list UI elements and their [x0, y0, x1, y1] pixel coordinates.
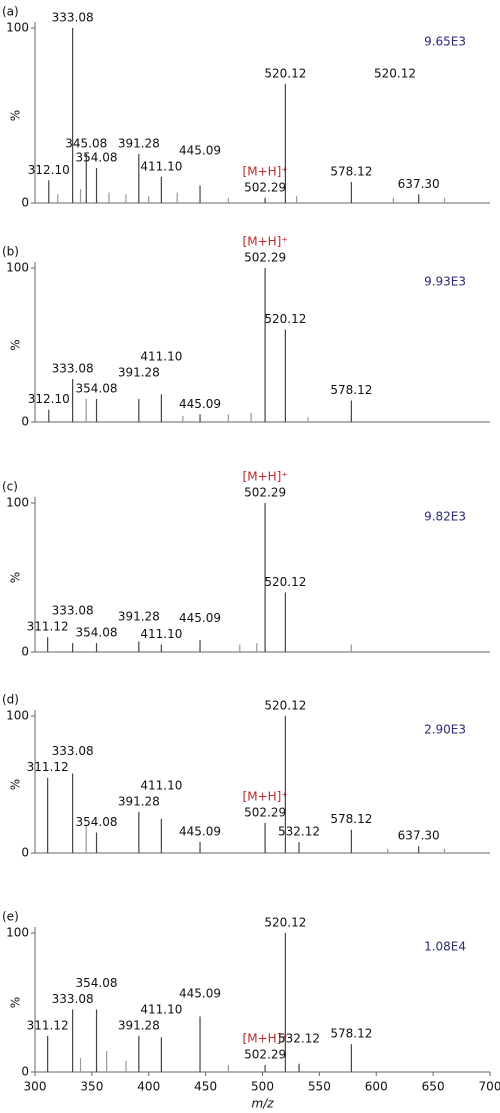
- y-tick-label: 100: [6, 261, 29, 275]
- annotation: 520.12: [374, 67, 416, 81]
- x-tick-label: 700: [479, 1080, 500, 1094]
- peak-label: 411.10: [140, 1002, 182, 1016]
- peak-label: 354.08: [76, 815, 118, 829]
- y-tick-label: 100: [6, 21, 29, 35]
- peak-label: 637.30: [398, 177, 440, 191]
- peak-label: 520.12: [264, 312, 306, 326]
- peak-label: 532.12: [278, 1032, 320, 1046]
- y-tick-label: 100: [6, 709, 29, 723]
- peak-label: 333.08: [52, 11, 94, 25]
- peak-label: 391.28: [118, 794, 160, 808]
- x-tick-label: 650: [422, 1080, 445, 1094]
- peak-label: 578.12: [330, 165, 372, 179]
- peak-label: 520.12: [264, 575, 306, 589]
- y-axis-label: %: [9, 110, 23, 121]
- peak-label: 445.09: [179, 143, 221, 157]
- peak-label: 578.12: [330, 812, 372, 826]
- peak-label: 502.29: [244, 251, 286, 265]
- peak-label: 354.08: [76, 976, 118, 990]
- peak-label: 333.08: [52, 992, 94, 1006]
- ion-note: [M+H]⁺: [243, 235, 288, 249]
- peak-label: 333.08: [52, 604, 94, 618]
- y-axis-label: %: [9, 779, 23, 790]
- peak-label: 445.09: [179, 611, 221, 625]
- peak-label: 354.08: [76, 381, 118, 395]
- scale-label: 2.90E3: [424, 723, 466, 737]
- ion-note: [M+H]⁺: [243, 789, 288, 803]
- y-tick-label: 0: [21, 846, 29, 860]
- peak-label: 333.08: [52, 744, 94, 758]
- peak-label: 354.08: [76, 626, 118, 640]
- scale-label: 9.93E3: [424, 275, 466, 289]
- x-tick-label: 600: [365, 1080, 388, 1094]
- panel-label: (e): [2, 910, 19, 924]
- y-tick-label: 0: [21, 645, 29, 659]
- panel-label: (c): [2, 480, 18, 494]
- x-tick-label: 400: [137, 1080, 160, 1094]
- ion-note: [M+H]⁺: [243, 164, 288, 178]
- y-axis-label: %: [9, 997, 23, 1008]
- y-tick-label: 100: [6, 496, 29, 510]
- x-tick-label: 500: [251, 1080, 274, 1094]
- peak-label: 333.08: [52, 361, 94, 375]
- peak-label: 311.12: [27, 1018, 69, 1032]
- peak-label: 502.29: [244, 180, 286, 194]
- y-tick-label: 0: [21, 415, 29, 429]
- scale-label: 9.82E3: [424, 510, 466, 524]
- y-tick-label: 100: [6, 926, 29, 940]
- peak-label: 345.08: [65, 137, 107, 151]
- ion-note: [M+H]⁺: [243, 1032, 288, 1046]
- peak-label: 578.12: [330, 1027, 372, 1041]
- peak-label: 578.12: [330, 383, 372, 397]
- y-axis-label: %: [9, 339, 23, 350]
- y-axis-label: %: [9, 572, 23, 583]
- peak-label: 502.29: [244, 805, 286, 819]
- y-tick-label: 0: [21, 1065, 29, 1079]
- x-tick-label: 300: [24, 1080, 47, 1094]
- peak-label: 391.28: [118, 365, 160, 379]
- peak-label: 520.12: [264, 67, 306, 81]
- x-tick-label: 550: [308, 1080, 331, 1094]
- peak-label: 311.12: [27, 620, 69, 634]
- peak-label: 411.10: [140, 627, 182, 641]
- peak-label: 391.28: [118, 610, 160, 624]
- peak-label: 311.12: [27, 760, 69, 774]
- x-tick-label: 350: [80, 1080, 103, 1094]
- peak-label: 637.30: [398, 829, 440, 843]
- scale-label: 9.65E3: [424, 35, 466, 49]
- panel-label: (d): [2, 693, 19, 707]
- peak-label: 354.08: [76, 151, 118, 165]
- peak-label: 502.29: [244, 1048, 286, 1062]
- peak-label: 411.10: [140, 349, 182, 363]
- peak-label: 445.09: [179, 986, 221, 1000]
- peak-label: 520.12: [264, 699, 306, 713]
- scale-label: 1.08E4: [424, 940, 466, 954]
- panel-label: (a): [2, 5, 19, 19]
- peak-label: 411.10: [140, 159, 182, 173]
- x-tick-label: 450: [194, 1080, 217, 1094]
- y-tick-label: 0: [21, 196, 29, 210]
- peak-label: 520.12: [264, 916, 306, 930]
- peak-label: 312.10: [28, 392, 70, 406]
- peak-label: 411.10: [140, 778, 182, 792]
- peak-label: 391.28: [118, 137, 160, 151]
- panel-label: (b): [2, 245, 19, 259]
- peak-label: 445.09: [179, 397, 221, 411]
- peak-label: 391.28: [118, 1018, 160, 1032]
- ion-note: [M+H]⁺: [243, 470, 288, 484]
- x-axis-label: m/z: [251, 1097, 274, 1111]
- peak-label: 502.29: [244, 486, 286, 500]
- peak-label: 312.10: [28, 163, 70, 177]
- peak-label: 445.09: [179, 825, 221, 839]
- peak-label: 532.12: [278, 825, 320, 839]
